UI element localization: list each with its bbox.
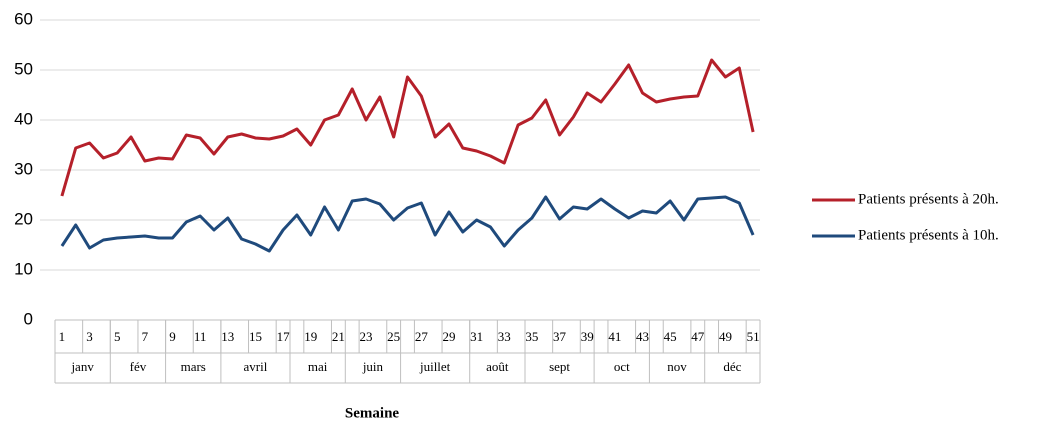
x-tick-label: 19 [304, 329, 317, 344]
x-tick-label: 35 [525, 329, 538, 344]
x-tick-label: 23 [360, 329, 373, 344]
x-tick-label: 29 [442, 329, 455, 344]
x-tick-label: 21 [332, 329, 345, 344]
series-line [60, 195, 755, 253]
y-tick-label: 10 [14, 259, 33, 278]
x-tick-label: 25 [387, 329, 400, 344]
x-tick-label: 51 [747, 329, 760, 344]
legend-label: Patients présents à 10h. [858, 227, 999, 243]
x-tick-label: 27 [415, 329, 429, 344]
x-axis-title: Semaine [345, 405, 400, 421]
month-label: mai [308, 359, 328, 374]
x-tick-label: 7 [142, 329, 149, 344]
series-line [60, 58, 755, 197]
y-tick-label: 50 [14, 59, 33, 78]
x-tick-label: 3 [86, 329, 93, 344]
month-label: oct [614, 359, 630, 374]
x-tick-label: 47 [691, 329, 705, 344]
x-tick-label: 17 [277, 329, 291, 344]
x-tick-label: 39 [581, 329, 594, 344]
x-tick-label: 13 [221, 329, 234, 344]
month-label: déc [723, 359, 741, 374]
month-label: août [486, 359, 509, 374]
y-tick-label: 40 [14, 109, 33, 128]
y-tick-label: 30 [14, 159, 33, 178]
x-tick-label: 31 [470, 329, 483, 344]
y-tick-label: 60 [14, 9, 33, 28]
month-label: juin [362, 359, 384, 374]
month-label: avril [244, 359, 268, 374]
x-tick-label: 49 [719, 329, 732, 344]
x-tick-label: 33 [498, 329, 511, 344]
month-label: janv [70, 359, 94, 374]
month-label: fév [130, 359, 147, 374]
month-label: nov [667, 359, 687, 374]
x-tick-label: 37 [553, 329, 567, 344]
x-tick-label: 9 [169, 329, 176, 344]
y-tick-label: 20 [14, 209, 33, 228]
x-tick-label: 41 [608, 329, 621, 344]
month-label: sept [549, 359, 570, 374]
x-tick-label: 45 [664, 329, 677, 344]
x-tick-label: 11 [194, 329, 207, 344]
legend-label: Patients présents à 20h. [858, 191, 999, 207]
x-tick-label: 5 [114, 329, 121, 344]
y-tick-label: 0 [24, 309, 33, 328]
x-tick-label: 43 [636, 329, 649, 344]
x-tick-label: 1 [59, 329, 66, 344]
month-label: juillet [419, 359, 451, 374]
month-label: mars [181, 359, 206, 374]
x-tick-label: 15 [249, 329, 262, 344]
